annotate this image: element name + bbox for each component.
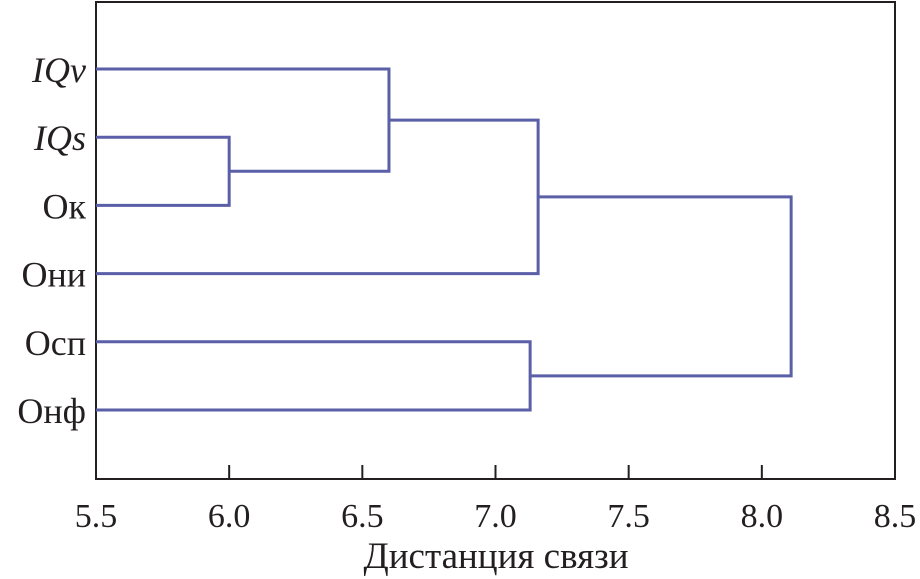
leaf-label: Онф: [17, 391, 86, 431]
leaf-label: Осп: [25, 323, 86, 363]
dendrogram-links: [96, 67, 793, 412]
dendrogram-link: [96, 67, 391, 173]
x-tick-label: 5.5: [75, 498, 118, 535]
x-tick-label: 6.5: [341, 498, 384, 535]
leaf-label: IQs: [33, 118, 86, 158]
plot-frame: [95, 1, 896, 480]
dendrogram-link: [96, 340, 532, 412]
leaf-labels: IQv IQs Ок Они Осп Онф: [17, 50, 86, 431]
dendrogram-link: [96, 135, 231, 207]
x-tick-label: 7.5: [607, 498, 650, 535]
dendrogram-link: [530, 195, 793, 378]
x-tick-label: 7.0: [474, 498, 517, 535]
leaf-label: Они: [21, 255, 86, 295]
leaf-label: IQv: [31, 50, 86, 90]
dendrogram-link: [96, 118, 540, 276]
leaf-label: Ок: [43, 186, 87, 226]
x-tick-label: 8.0: [741, 498, 784, 535]
x-axis: 5.5 6.0 6.5 7.0 7.5 8.0 8.5: [75, 465, 917, 535]
x-axis-title: Дистанция связи: [363, 536, 628, 577]
x-tick-label: 6.0: [208, 498, 251, 535]
x-tick-label: 8.5: [874, 498, 917, 535]
